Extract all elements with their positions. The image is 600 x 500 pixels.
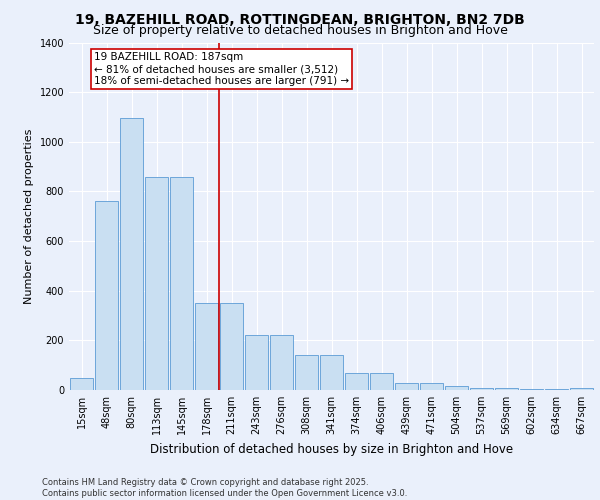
Bar [520, 389, 543, 390]
Bar [495, 388, 518, 390]
Text: 19, BAZEHILL ROAD, ROTTINGDEAN, BRIGHTON, BN2 7DB: 19, BAZEHILL ROAD, ROTTINGDEAN, BRIGHTON… [75, 12, 525, 26]
Bar [570, 388, 593, 390]
Bar [395, 383, 418, 390]
Bar [445, 386, 468, 390]
Bar [220, 303, 243, 390]
Y-axis label: Number of detached properties: Number of detached properties [24, 128, 34, 304]
Bar [370, 372, 393, 390]
Bar [295, 355, 318, 390]
Bar [120, 118, 143, 390]
Text: Size of property relative to detached houses in Brighton and Hove: Size of property relative to detached ho… [92, 24, 508, 37]
X-axis label: Distribution of detached houses by size in Brighton and Hove: Distribution of detached houses by size … [150, 442, 513, 456]
Bar [195, 303, 218, 390]
Bar [420, 383, 443, 390]
Bar [270, 336, 293, 390]
Bar [70, 378, 93, 390]
Bar [145, 176, 168, 390]
Text: 19 BAZEHILL ROAD: 187sqm
← 81% of detached houses are smaller (3,512)
18% of sem: 19 BAZEHILL ROAD: 187sqm ← 81% of detach… [94, 52, 349, 86]
Bar [95, 202, 118, 390]
Text: Contains HM Land Registry data © Crown copyright and database right 2025.
Contai: Contains HM Land Registry data © Crown c… [42, 478, 407, 498]
Bar [470, 388, 493, 390]
Bar [320, 355, 343, 390]
Bar [345, 372, 368, 390]
Bar [170, 176, 193, 390]
Bar [245, 336, 268, 390]
